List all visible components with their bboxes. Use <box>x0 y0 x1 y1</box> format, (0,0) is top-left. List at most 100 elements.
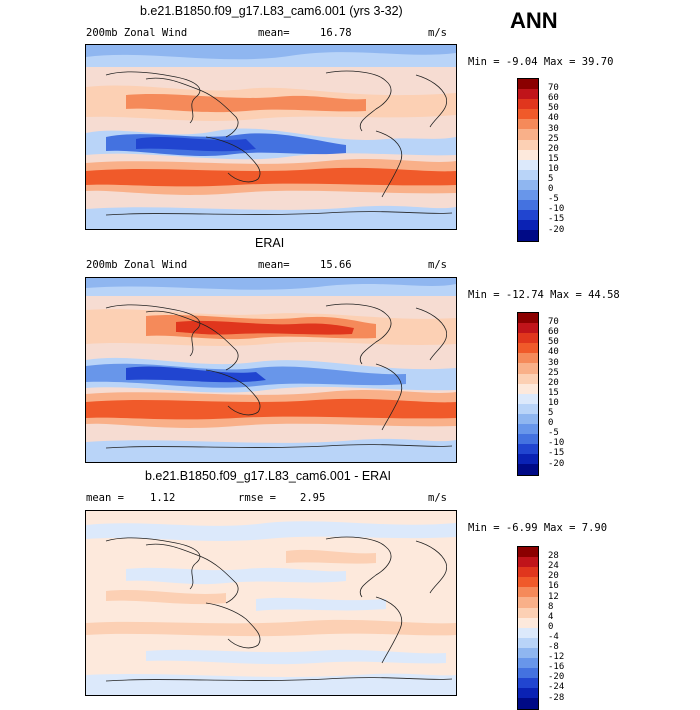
panel-diff-rmse-value: 2.95 <box>300 492 326 504</box>
colorbar-tick-label: 70 <box>548 317 559 328</box>
coastline <box>145 543 239 604</box>
map-band <box>86 167 456 187</box>
map-band <box>256 597 386 611</box>
colorbar-swatch <box>518 343 538 354</box>
panel-diff-colorbar <box>517 546 539 710</box>
colorbar-tick-label: -20 <box>548 458 565 469</box>
panel-diff-minmax: Min = -6.99 Max = 7.90 <box>468 522 608 534</box>
coastline <box>105 444 453 449</box>
colorbar-swatch <box>518 577 538 588</box>
colorbar-tick-label: 0 <box>548 418 554 429</box>
coastline <box>105 677 453 682</box>
colorbar-swatch <box>518 313 538 324</box>
panel-model-variable-label: 200mb Zonal Wind <box>86 27 188 39</box>
map-band <box>86 673 456 695</box>
colorbar-tick-label: 16 <box>548 581 559 592</box>
panel-model-minmax: Min = -9.04 Max = 39.70 <box>468 56 614 68</box>
colorbar-tick-label: 60 <box>548 93 559 104</box>
colorbar-swatch <box>518 678 538 689</box>
colorbar-tick-label: 12 <box>548 591 559 602</box>
coastline <box>105 71 201 124</box>
panel-diff-map <box>85 510 457 696</box>
colorbar-tick-label: 24 <box>548 561 559 572</box>
colorbar-swatch <box>518 333 538 344</box>
colorbar-tick-label: 20 <box>548 571 559 582</box>
colorbar-tick-label: 10 <box>548 163 559 174</box>
colorbar-swatch <box>518 220 538 231</box>
panel-model-colorbar <box>517 78 539 242</box>
colorbar-tick-label: 50 <box>548 337 559 348</box>
colorbar-tick-label: 40 <box>548 347 559 358</box>
panel-diff-mean-label: mean = <box>86 492 124 504</box>
colorbar-swatch <box>518 688 538 699</box>
coastlines <box>105 70 453 216</box>
colorbar-swatch <box>518 373 538 384</box>
season-label: ANN <box>510 8 558 33</box>
colorbar-swatch <box>518 454 538 465</box>
colorbar-tick-label: -12 <box>548 652 565 663</box>
colorbar-tick-label: -5 <box>548 194 559 205</box>
coastline <box>415 307 448 361</box>
colorbar-swatch <box>518 179 538 191</box>
coastline <box>415 74 448 128</box>
map-band <box>286 549 376 564</box>
colorbar-tick-label: 5 <box>548 408 554 418</box>
colorbar-swatch <box>518 99 538 110</box>
coastline <box>145 77 239 138</box>
colorbar-swatch <box>518 353 538 364</box>
colorbar-tick-label: -28 <box>548 692 565 703</box>
colorbar-swatch <box>518 190 538 201</box>
colorbar-tick-label: 30 <box>548 357 559 368</box>
colorbar-tick-label: 60 <box>548 327 559 338</box>
colorbar-tick-label: 10 <box>548 397 559 408</box>
panel-obs-map <box>85 277 457 463</box>
colorbar-swatch <box>518 149 538 160</box>
colorbar-tick-label: -24 <box>548 682 565 693</box>
colorbar-tick-label: -10 <box>548 204 565 215</box>
colorbar-swatch <box>518 200 538 211</box>
panel-diff-mean-value: 1.12 <box>150 492 176 504</box>
colorbar-swatches <box>518 313 538 475</box>
coastlines <box>105 303 453 449</box>
map-band <box>86 45 456 60</box>
colorbar-swatch <box>518 230 538 241</box>
coastline <box>325 303 392 365</box>
coastline <box>375 363 402 431</box>
colorbar-tick-label: -16 <box>548 662 565 673</box>
map-band <box>126 94 366 113</box>
panel-obs-variable-label: 200mb Zonal Wind <box>86 259 188 271</box>
map-band <box>126 366 266 383</box>
colorbar-tick-label: 15 <box>548 153 559 164</box>
coastline <box>205 602 261 649</box>
colorbar-swatch <box>518 424 538 435</box>
colorbar-tick-label: 70 <box>548 83 559 94</box>
colorbar-swatches <box>518 79 538 241</box>
colorbar-swatch <box>518 89 538 100</box>
colorbar-tick-label: -5 <box>548 428 559 439</box>
colorbar-swatch <box>518 129 538 140</box>
coastline <box>205 136 261 183</box>
colorbar-swatch <box>518 139 538 150</box>
colorbar-tick-label: -10 <box>548 438 565 449</box>
colorbar-tick-label: 5 <box>548 174 554 184</box>
panel-obs-mean-label: mean= <box>258 259 290 271</box>
colorbar-swatch <box>518 169 538 180</box>
panel-model-mean-value: 16.78 <box>320 27 352 39</box>
colorbar-tick-label: -4 <box>548 631 559 642</box>
colorbar-swatch <box>518 444 538 455</box>
panel-obs-colorbar <box>517 312 539 476</box>
map-band <box>106 590 226 605</box>
colorbar-swatch <box>518 647 538 659</box>
colorbar-tick-label: -8 <box>548 642 559 652</box>
colorbar-swatch <box>518 323 538 334</box>
colorbar-swatch <box>518 159 538 170</box>
coastline <box>105 211 453 216</box>
colorbar-tick-label: 25 <box>548 133 559 144</box>
coastline <box>325 536 392 598</box>
panel-obs-minmax: Min = -12.74 Max = 44.58 <box>468 289 620 301</box>
colorbar-tick-label: 4 <box>548 611 554 622</box>
coastline <box>375 130 402 198</box>
panel-obs-units: m/s <box>428 259 447 271</box>
colorbar-swatch <box>518 119 538 130</box>
map-band <box>86 521 456 541</box>
